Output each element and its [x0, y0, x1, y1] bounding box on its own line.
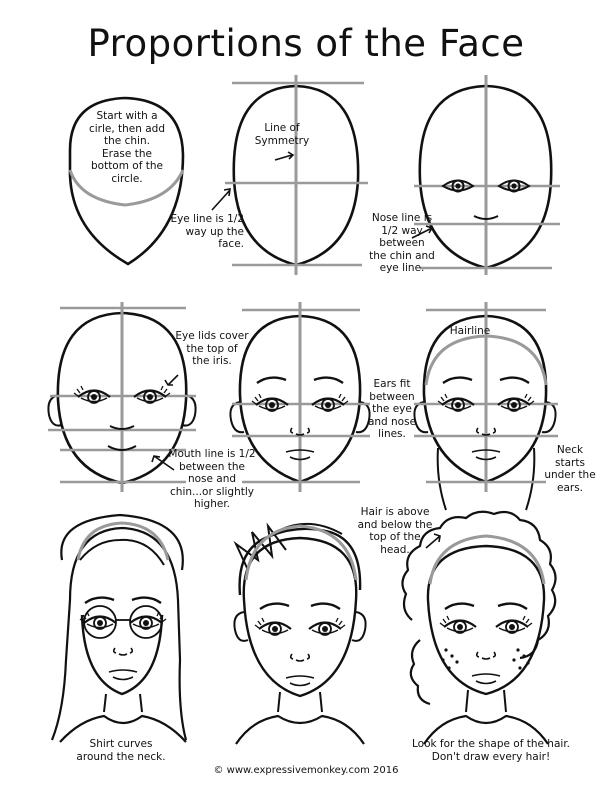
label-line-of-symmetry: Line of Symmetry — [254, 122, 310, 147]
label-mouth-line: Mouth line is 1/2 between the nose and c… — [168, 448, 256, 510]
step-egg-guides — [211, 75, 368, 275]
label-ears: Ears fit between the eye and nose lines. — [367, 378, 417, 440]
copyright-footer: © www.expressivemonkey.com 2016 — [213, 765, 399, 776]
label-hair-above: Hair is above and below the top of the h… — [357, 506, 433, 556]
step-eyes-nose — [411, 75, 560, 275]
step-hairline-neck — [413, 302, 558, 511]
label-nose-line: Nose line is 1/2 way between the chin an… — [369, 212, 435, 274]
label-eye-lids: Eye lids cover the top of the iris. — [175, 330, 249, 367]
step-circle-head — [68, 96, 185, 266]
label-hairline: Hairline — [449, 325, 491, 337]
example-girl-glasses — [50, 513, 188, 743]
step-ears-face — [229, 302, 371, 492]
label-start-circle: Start with a cirle, then add the chin. E… — [88, 110, 166, 185]
label-eye-line: Eye line is 1/2 way up the face. — [170, 213, 244, 250]
page-title: Proportions of the Face — [87, 22, 525, 65]
freckles — [441, 648, 530, 670]
label-look-for: Look for the shape of the hair. Don't dr… — [411, 738, 571, 763]
example-boy-spiky-hair — [233, 522, 367, 745]
label-shirt: Shirt curves around the neck. — [76, 738, 166, 763]
label-neck: Neck starts under the ears. — [544, 444, 596, 494]
step-eyelids-mouth — [47, 302, 197, 492]
example-curly-hair — [401, 510, 557, 745]
